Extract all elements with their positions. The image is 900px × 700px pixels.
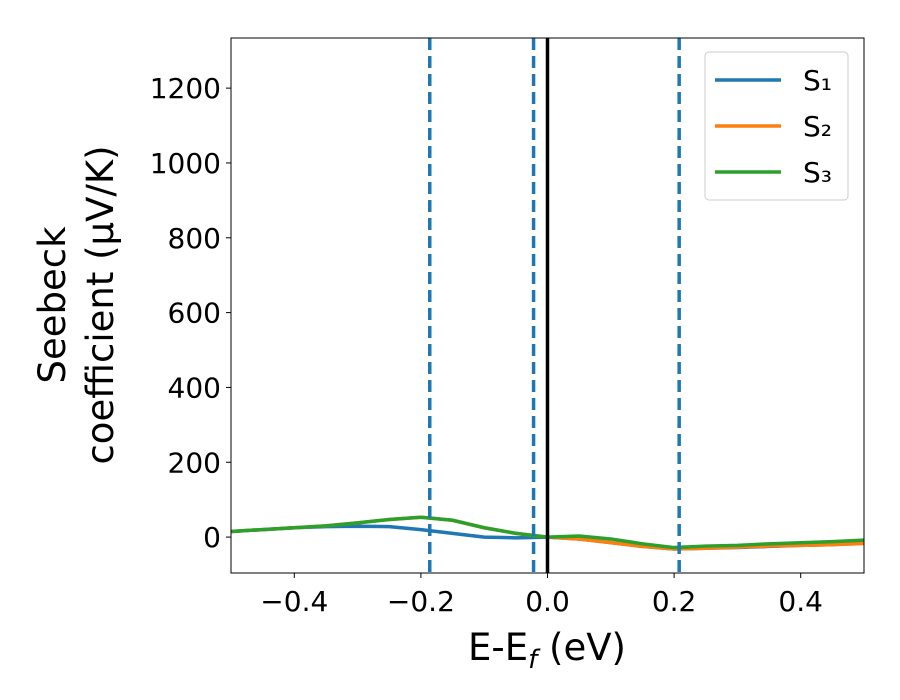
x-tick-label: −0.2 bbox=[387, 585, 455, 618]
x-label-main: E-E bbox=[468, 626, 528, 669]
x-tick-label: 0.0 bbox=[525, 585, 570, 618]
y-tick-label: 0 bbox=[203, 521, 221, 554]
legend-label: S₂ bbox=[803, 110, 832, 143]
y-tick-label: 400 bbox=[168, 371, 221, 404]
plot-area bbox=[231, 38, 864, 573]
y-tick-label: 600 bbox=[168, 297, 221, 330]
y-tick-label: 800 bbox=[168, 222, 221, 255]
y-tick-label: 200 bbox=[168, 446, 221, 479]
y-label-line: Seebeck bbox=[31, 226, 74, 384]
legend-label: S₁ bbox=[803, 64, 832, 97]
plot-frame bbox=[230, 37, 865, 574]
x-tick-label: 0.2 bbox=[652, 585, 697, 618]
x-label-unit: (eV) bbox=[537, 626, 626, 669]
legend-label: S₃ bbox=[803, 156, 832, 189]
x-axis-label: E-Ef (eV) bbox=[468, 626, 626, 675]
y-tick-label: 1000 bbox=[150, 147, 221, 180]
y-axis-label: Seebeck coefficient (μV/K) bbox=[31, 145, 122, 464]
y-label-line: coefficient (μV/K) bbox=[79, 145, 122, 464]
y-tick-label: 1200 bbox=[150, 72, 221, 105]
x-tick-label: 0.4 bbox=[778, 585, 823, 618]
x-tick-label: −0.4 bbox=[260, 585, 328, 618]
